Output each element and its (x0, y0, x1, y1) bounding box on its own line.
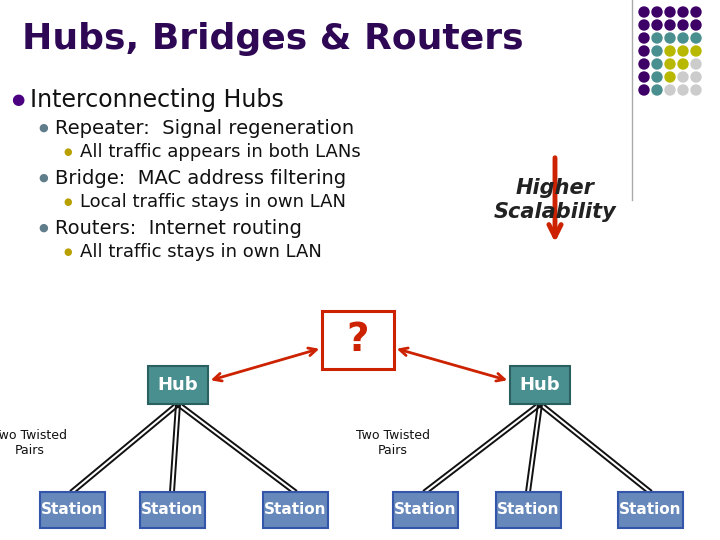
Circle shape (678, 46, 688, 56)
Text: Local traffic stays in own LAN: Local traffic stays in own LAN (80, 193, 346, 211)
Text: Station: Station (394, 503, 456, 517)
Circle shape (678, 7, 688, 17)
Text: Hubs, Bridges & Routers: Hubs, Bridges & Routers (22, 22, 523, 56)
Text: All traffic stays in own LAN: All traffic stays in own LAN (80, 243, 322, 261)
Circle shape (665, 85, 675, 95)
Circle shape (665, 7, 675, 17)
Circle shape (691, 59, 701, 69)
Text: ●: ● (38, 173, 48, 183)
Text: Bridge:  MAC address filtering: Bridge: MAC address filtering (55, 168, 346, 187)
Text: Station: Station (264, 503, 326, 517)
Text: All traffic appears in both LANs: All traffic appears in both LANs (80, 143, 361, 161)
Text: Hub: Hub (520, 376, 560, 394)
FancyBboxPatch shape (322, 311, 394, 369)
FancyBboxPatch shape (392, 492, 457, 528)
FancyBboxPatch shape (40, 492, 104, 528)
Text: Interconnecting Hubs: Interconnecting Hubs (30, 88, 284, 112)
Text: Repeater:  Signal regeneration: Repeater: Signal regeneration (55, 118, 354, 138)
Text: Two Twisted
Pairs: Two Twisted Pairs (0, 429, 67, 457)
Text: ●: ● (64, 147, 72, 157)
Circle shape (691, 72, 701, 82)
Circle shape (652, 72, 662, 82)
Circle shape (652, 33, 662, 43)
Text: Higher
Scalability: Higher Scalability (494, 178, 616, 221)
Circle shape (678, 33, 688, 43)
FancyBboxPatch shape (140, 492, 204, 528)
Text: Routers:  Internet routing: Routers: Internet routing (55, 219, 302, 238)
Circle shape (665, 46, 675, 56)
Circle shape (691, 20, 701, 30)
FancyBboxPatch shape (618, 492, 683, 528)
FancyBboxPatch shape (510, 366, 570, 404)
Text: ●: ● (64, 197, 72, 207)
Circle shape (678, 59, 688, 69)
Circle shape (652, 46, 662, 56)
Circle shape (639, 33, 649, 43)
Circle shape (665, 72, 675, 82)
Text: ?: ? (347, 321, 369, 359)
Circle shape (639, 85, 649, 95)
Circle shape (652, 7, 662, 17)
Circle shape (678, 72, 688, 82)
Text: ●: ● (38, 223, 48, 233)
Circle shape (639, 72, 649, 82)
FancyBboxPatch shape (495, 492, 560, 528)
Text: Station: Station (140, 503, 203, 517)
Text: ●: ● (64, 247, 72, 257)
FancyBboxPatch shape (148, 366, 208, 404)
Text: Station: Station (41, 503, 103, 517)
Circle shape (639, 46, 649, 56)
Text: ●: ● (38, 123, 48, 133)
Text: Station: Station (497, 503, 559, 517)
Circle shape (639, 59, 649, 69)
Circle shape (665, 33, 675, 43)
Circle shape (691, 46, 701, 56)
Circle shape (691, 7, 701, 17)
Text: Two Twisted
Pairs: Two Twisted Pairs (356, 429, 430, 457)
Circle shape (691, 85, 701, 95)
Circle shape (652, 85, 662, 95)
Text: ●: ● (12, 92, 24, 107)
Circle shape (691, 33, 701, 43)
Text: Hub: Hub (158, 376, 198, 394)
Circle shape (639, 20, 649, 30)
Circle shape (678, 20, 688, 30)
Circle shape (652, 59, 662, 69)
Circle shape (639, 7, 649, 17)
FancyBboxPatch shape (263, 492, 328, 528)
Circle shape (652, 20, 662, 30)
Circle shape (665, 59, 675, 69)
Circle shape (665, 20, 675, 30)
Circle shape (678, 85, 688, 95)
Text: Station: Station (618, 503, 681, 517)
